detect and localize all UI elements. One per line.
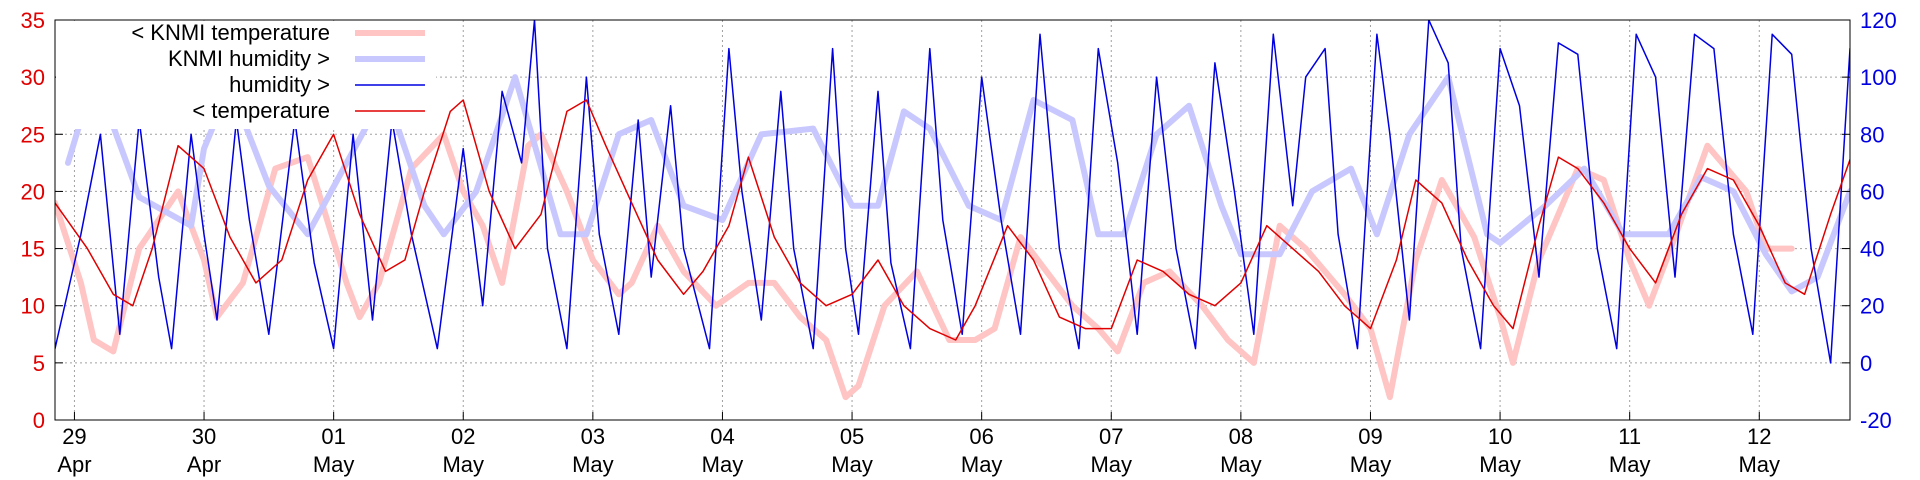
x-tick-month-label: May [1090,452,1132,477]
right-tick-label: 100 [1860,65,1897,90]
legend-entry-label: < KNMI temperature [131,20,330,45]
x-tick-day-label: 04 [710,424,734,449]
x-tick-day-label: 30 [192,424,216,449]
x-tick-month-label: May [1479,452,1521,477]
x-tick-day-label: 12 [1747,424,1771,449]
x-tick-day-label: 06 [969,424,993,449]
x-tick-day-label: 05 [840,424,864,449]
left-tick-label: 10 [21,294,45,319]
x-tick-month-label: Apr [57,452,91,477]
x-tick-month-label: May [572,452,614,477]
x-tick-day-label: 11 [1618,424,1641,449]
right-tick-label: 20 [1860,294,1884,319]
x-axis-ticks: 29 Apr 30 Apr 01 May 02 May 03 May 04 May 05 May 06 May… [57,412,1780,477]
x-tick-month-label: May [1609,452,1651,477]
x-tick-month-label: May [1350,452,1392,477]
x-tick-month-label: May [702,452,744,477]
plot-frame [54,19,1851,421]
right-tick-label: -20 [1860,408,1892,433]
left-tick-label: 25 [21,122,45,147]
right-tick-label: 80 [1860,122,1884,147]
left-tick-label: 0 [33,408,45,433]
legend-entry-label: humidity > [229,72,330,97]
left-tick-label: 15 [21,237,45,262]
x-tick-month-label: May [1738,452,1780,477]
left-tick-label: 35 [21,8,45,33]
right-tick-label: 120 [1860,8,1897,33]
legend-entry-label: < temperature [192,98,330,123]
legend-entry-label: KNMI humidity > [168,46,330,71]
x-tick-month-label: May [831,452,873,477]
x-tick-day-label: 02 [451,424,475,449]
right-axis-ticks: -20 0 20 40 60 80 100 120 [1842,8,1897,433]
x-tick-month-label: May [961,452,1003,477]
x-tick-day-label: 01 [321,424,345,449]
x-tick-month-label: May [1220,452,1262,477]
right-tick-label: 40 [1860,237,1884,262]
x-tick-month-label: May [313,452,355,477]
series-line-2 [55,20,1850,364]
x-tick-day-label: 10 [1488,424,1512,449]
left-tick-label: 5 [33,351,45,376]
x-tick-day-label: 08 [1229,424,1253,449]
left-axis-ticks: 0 5 10 15 20 25 30 35 [21,8,63,433]
x-tick-day-label: 29 [62,424,86,449]
x-tick-day-label: 09 [1358,424,1382,449]
x-tick-month-label: May [442,452,484,477]
x-tick-day-label: 03 [581,424,605,449]
x-tick-day-label: 07 [1099,424,1123,449]
series-line-0 [55,131,1795,401]
right-tick-label: 0 [1860,351,1872,376]
left-tick-label: 30 [21,65,45,90]
right-tick-label: 60 [1860,179,1884,204]
left-tick-label: 20 [21,179,45,204]
x-tick-month-label: Apr [187,452,221,477]
series-line-3 [55,99,1850,341]
